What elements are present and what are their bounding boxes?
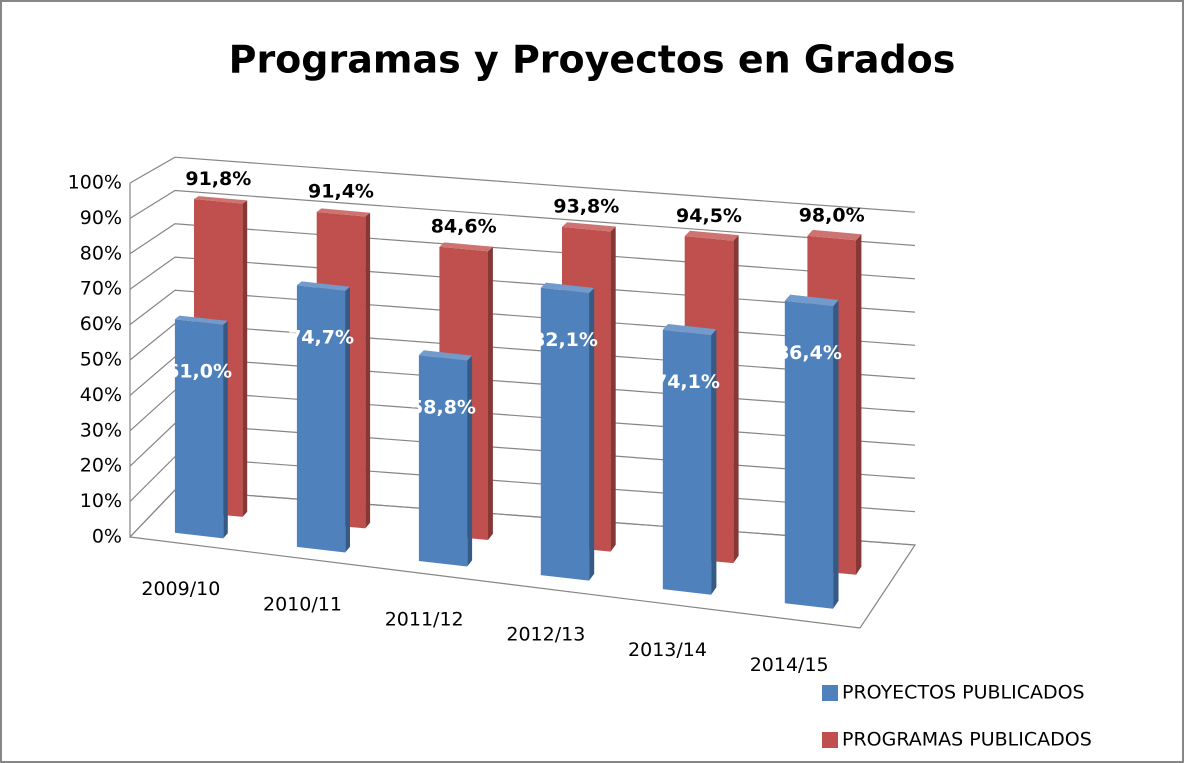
bar [174,315,228,539]
bar-front [418,355,468,567]
x-tick-label: 2014/15 [750,654,829,676]
data-label: 74,7% [288,327,354,349]
bar-top [418,350,473,361]
x-tick-label: 2009/10 [141,578,220,600]
data-label: 86,4% [776,342,842,364]
bar-top [174,315,228,325]
y-tick-label: 50% [80,349,122,371]
bar [296,281,350,553]
legend-swatch [822,732,838,748]
grid-line [129,156,916,213]
legend-label: PROGRAMAS PUBLICADOS [842,729,1092,751]
bar-front [174,319,224,539]
bar-side [711,329,717,595]
bar-front [540,287,590,581]
bar-side [467,355,473,567]
y-tick-label: 40% [80,384,122,406]
bar [540,282,595,581]
bar-top [540,282,595,294]
bar-front [296,285,346,553]
legend-swatch [822,685,838,701]
bar-front [662,329,712,595]
data-label: 82,1% [532,329,598,351]
bar-side [223,320,228,539]
bar-top [807,229,862,241]
bar-top [194,196,248,204]
data-label: 91,8% [185,168,251,190]
bar-side [733,235,739,564]
data-label: 74,1% [654,371,720,393]
grid-line [129,256,916,313]
chart-title: Programas y Proyectos en Grados [229,38,956,82]
bar-front [784,300,834,609]
bar-top [684,230,739,241]
bar-top [662,324,717,336]
x-tick-label: 2012/13 [506,624,585,646]
y-tick-label: 70% [80,278,122,300]
y-tick-label: 10% [80,490,122,512]
x-tick-label: 2013/14 [628,639,707,661]
grid-line [129,223,916,280]
data-label: 98,0% [799,204,865,226]
y-tick-label: 90% [80,207,122,229]
data-label: 61,0% [166,360,232,382]
bar-side [589,288,595,581]
bar-top [296,281,350,291]
bar-side [242,200,248,517]
data-label: 91,4% [308,181,374,203]
legend-label: PROYECTOS PUBLICADOS [842,682,1085,704]
y-tick-label: 0% [92,526,122,548]
bar [784,294,839,609]
bar-top [316,208,371,217]
y-tick-label: 100% [68,172,122,194]
bar-side [856,234,862,575]
y-tick-label: 20% [80,455,122,477]
x-tick-label: 2011/12 [385,608,464,630]
y-tick-label: 80% [80,242,122,264]
bar [662,324,717,595]
bar [418,350,473,567]
data-label: 58,8% [410,396,476,418]
bar-side [345,286,350,553]
data-label: 94,5% [676,205,742,227]
y-tick-label: 30% [80,419,122,441]
x-tick-label: 2010/11 [263,593,342,615]
data-label: 93,8% [553,196,619,218]
grid-line [129,189,916,247]
data-label: 84,6% [431,216,497,238]
bar-side [610,226,616,552]
bar-side [365,212,371,529]
bar-top [439,242,493,252]
bar-top [784,294,839,307]
y-tick-label: 60% [80,313,122,335]
bar-top [562,222,616,232]
bar-side [488,246,493,541]
bar-side [833,300,839,609]
